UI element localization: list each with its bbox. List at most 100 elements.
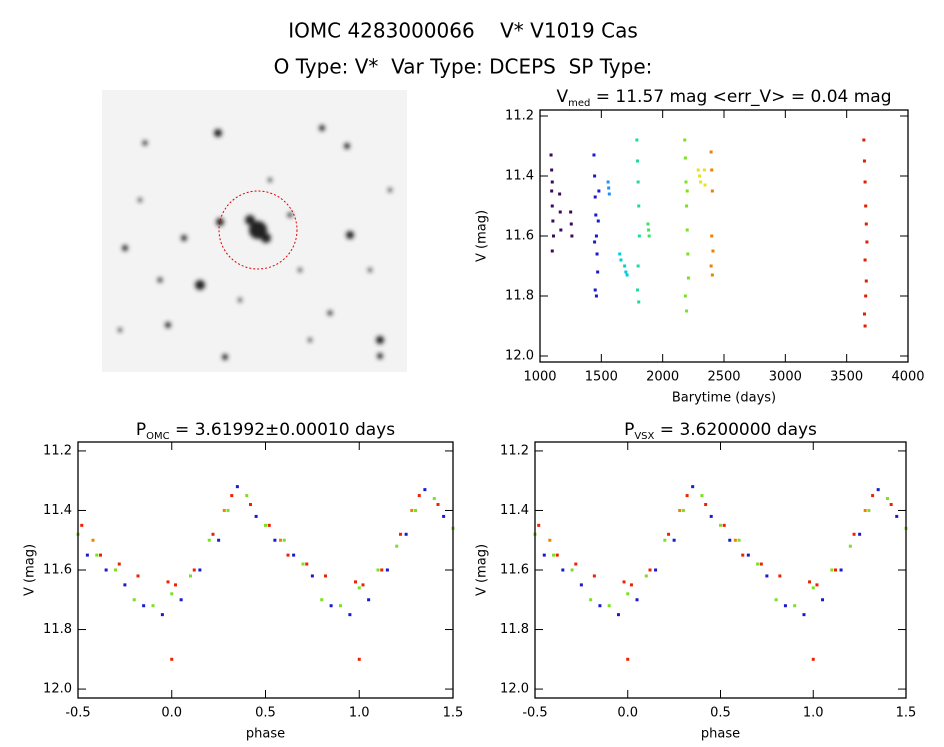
data-point [548,538,552,542]
data-point [663,538,667,542]
data-point [667,532,671,536]
data-point [741,553,745,557]
data-point [709,264,713,268]
data-point [404,532,408,536]
data-point [537,523,541,527]
y-tick-label: 11.2 [505,109,534,124]
data-point [895,514,899,518]
data-point [709,514,713,518]
data-point [399,532,402,536]
data-point [635,598,639,602]
data-point [414,508,417,512]
data-point [710,234,714,238]
y-tick-label: 11.4 [505,169,534,184]
data-point [863,508,867,512]
data-point [635,138,639,142]
data-point [598,604,602,608]
x-tick-label: 0.5 [255,706,276,721]
x-tick-label: 3500 [830,370,863,385]
data-point [607,604,611,608]
data-point [636,159,640,163]
data-point [552,553,556,557]
data-point [226,508,230,512]
data-point [606,180,610,184]
data-point [555,553,559,557]
x-tick-label: 1.5 [443,706,464,721]
data-point [746,553,750,557]
data-point [596,270,600,274]
x-tick-label: 1000 [523,370,556,385]
data-point [848,544,852,548]
data-point [230,494,234,498]
data-point [574,562,578,566]
data-point [320,598,324,602]
data-point [681,508,685,512]
data-point [646,222,650,226]
data-point [636,180,640,184]
data-point [558,192,562,196]
data-point [647,234,651,238]
y-tick-label: 11.6 [500,563,529,578]
data-point [589,598,593,602]
data-point [301,562,305,566]
data-point [550,180,554,184]
page-subtitle: O Type: V* Var Type: DCEPS SP Type: [274,55,653,79]
data-point [310,574,314,578]
data-point [871,494,875,498]
data-point [697,174,701,178]
y-axis-label: V (mag) [475,544,490,596]
data-point [737,538,741,542]
y-tick-label: 11.2 [43,443,72,458]
data-point [245,494,249,498]
data-point [728,538,732,542]
x-tick-label: 1.0 [349,706,370,721]
data-point [619,258,623,262]
x-tick-label: 1500 [585,370,618,385]
data-point [593,240,597,244]
data-point [136,574,140,578]
data-point [863,324,867,328]
data-point [273,538,277,542]
data-point [864,279,868,283]
data-point [703,183,707,187]
data-point [696,168,700,172]
data-point [542,553,546,557]
data-point [834,568,838,572]
data-point [569,222,573,226]
data-point [644,574,648,578]
data-point [607,186,611,190]
data-point [207,538,211,542]
chart-title-part: = 3.6200000 days [654,420,817,440]
data-point [354,580,357,584]
data-point [99,553,102,557]
data-point [778,574,782,578]
data-point [722,523,726,527]
data-point [863,180,867,184]
data-point [683,138,687,142]
data-point [550,189,554,193]
data-point [305,562,309,566]
y-tick-label: 11.4 [43,503,72,518]
data-point [607,192,611,196]
data-point [160,613,164,617]
x-tick-label: -0.5 [65,706,90,721]
data-point [367,598,371,602]
data-point [808,580,812,584]
data-point [594,213,598,217]
data-point [189,574,192,578]
data-point [629,583,633,587]
data-point [222,508,226,512]
plot-frame [77,441,454,699]
data-point [618,252,622,256]
data-point [710,189,714,193]
x-axis-label: phase [246,727,285,742]
x-tick-label: 2500 [707,370,740,385]
data-point [765,574,769,578]
data-point [432,497,436,501]
data-point [324,574,327,578]
data-point [759,562,763,566]
y-tick-label: 11.8 [43,622,72,637]
data-point [339,604,342,608]
data-point [198,568,202,572]
y-tick-label: 11.8 [505,289,534,304]
